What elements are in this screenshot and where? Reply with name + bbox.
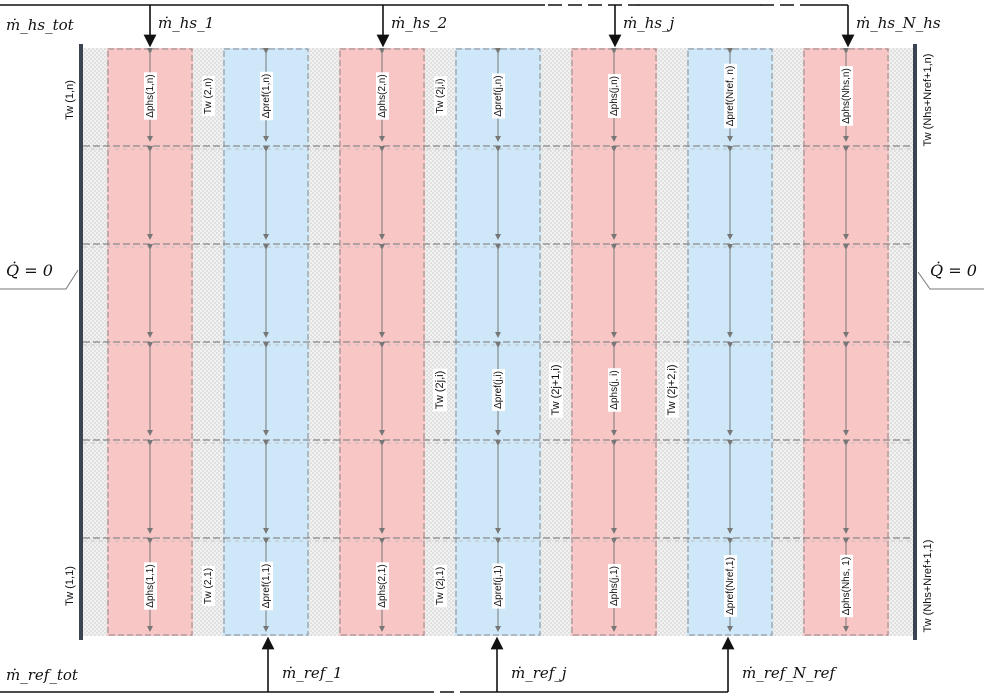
channel-label-top-text: Δpref(j,n) — [493, 75, 504, 116]
wall-label-right-top: Tw (Nhs+Nref+1,n) — [921, 51, 935, 149]
channel-label-bottom: Δphs(1,1) — [144, 562, 157, 610]
channel-label-top-text: Δphs(2,n) — [377, 74, 388, 117]
label-background — [434, 76, 447, 116]
label-background — [840, 554, 853, 618]
channel-label-top-text: Δphs(Nhs,n) — [841, 68, 852, 124]
wall-label-top-text: Tw (2j,i) — [435, 79, 446, 114]
channel-label-middle-text: Δphs(j, i) — [609, 370, 620, 409]
channel-label-top-text: Δphs(j,n) — [609, 76, 620, 116]
label-background — [840, 66, 853, 126]
mdot-ref-label: ṁ_ref_N_ref — [742, 664, 837, 682]
mdot-hs-label: ṁ_hs_1 — [158, 14, 214, 32]
label-background — [724, 63, 737, 129]
channel-label-bottom-text: Δpref(Nref,1) — [725, 557, 736, 615]
channel-label-top-text: Δphs(1,n) — [145, 74, 156, 117]
label-background — [921, 537, 935, 635]
channel-label-top-text: Δpref(Nref, n) — [725, 66, 736, 127]
channel-label-top: Δphs(j,n) — [608, 73, 621, 119]
wall-label-left-top: Tw (1,n) — [63, 78, 77, 122]
mdot-hs-label: ṁ_hs_j — [623, 14, 675, 32]
channel-label-top: Δpref(Nref, n) — [724, 63, 737, 129]
label-background — [492, 563, 505, 609]
label-background — [608, 368, 621, 412]
boundary-right-leader — [917, 271, 984, 290]
wall-label-middle: Tw (2j+2,i) — [665, 362, 679, 418]
label-background — [63, 78, 77, 122]
label-background — [202, 75, 215, 117]
wall-label-bottom-text: Tw (2j,1) — [435, 567, 446, 605]
boundary-right-label: Q̇ = 0 — [930, 261, 977, 280]
channel-label-top: Δphs(Nhs,n) — [840, 66, 853, 126]
mdot-ref-label: ṁ_ref_1 — [282, 664, 342, 682]
wall-label-left-bottom-text: Tw (1,1) — [64, 566, 76, 606]
wall-label-top: Tw (2j,i) — [434, 76, 447, 116]
label-background — [144, 72, 157, 120]
wall-label-top-text: Tw (2,n) — [203, 78, 214, 114]
wall-label-right-bottom-text: Tw (Nhs+Nref+1,1) — [922, 540, 934, 633]
channel-label-bottom-text: Δphs(1,1) — [145, 564, 156, 607]
label-background — [260, 71, 273, 121]
label-background — [608, 563, 621, 609]
channel-label-top: Δphs(1,n) — [144, 72, 157, 120]
wall-label-top: Tw (2,n) — [202, 75, 215, 117]
label-background — [492, 73, 505, 119]
channel-label-bottom: Δphs(j,1) — [608, 563, 621, 609]
channel-label-bottom: Δpref(Nref,1) — [724, 555, 737, 617]
wall-label-right-top-text: Tw (Nhs+Nref+1,n) — [922, 54, 934, 147]
wall-label-middle-text: Tw (2j,i) — [434, 371, 446, 410]
label-background — [724, 555, 737, 617]
channel-label-bottom: Δphs(Nhs, 1) — [840, 554, 853, 618]
mdot-hs-label: ṁ_hs_2 — [391, 14, 447, 32]
channel-label-bottom-text: Δpref(j,1) — [493, 565, 504, 606]
wall-label-middle-text: Tw (2j+1,i) — [550, 364, 562, 415]
mdot-ref-total-label: ṁ_ref_tot — [6, 666, 79, 684]
label-layer: Δphs(1,n) Δphs(1,1) Δpref(1,n) Δpref(1,1) Δp… — [63, 51, 935, 635]
channel-label-bottom: Δpref(1,1) — [260, 561, 273, 611]
label-background — [260, 561, 273, 611]
wall-label-left-top-text: Tw (1,n) — [64, 80, 76, 120]
flow-layer: ṁ_hs_tot ṁ_hs_1 ṁ_hs_2 ṁ_hs_j ṁ_hs_N_hs ṁ_ref… — [0, 4, 984, 693]
channel-label-middle: Δphs(j, i) — [608, 368, 621, 412]
channel-label-middle-text: Δpref(j,i) — [493, 371, 504, 409]
wall-label-bottom-text: Tw (2,1) — [203, 568, 214, 604]
wall-label-middle: Tw (2j,i) — [433, 368, 447, 412]
channel-label-bottom-text: Δphs(Nhs, 1) — [841, 557, 852, 615]
wall-label-middle: Tw (2j+1,i) — [549, 362, 563, 418]
label-background — [549, 362, 563, 418]
channel-label-top-text: Δpref(1,n) — [261, 74, 272, 118]
wall-column — [657, 48, 687, 636]
mdot-hs-total-label: ṁ_hs_tot — [6, 16, 75, 34]
channel-label-bottom: Δpref(j,1) — [492, 563, 505, 609]
channel-label-top: Δphs(2,n) — [376, 72, 389, 120]
label-background — [492, 369, 505, 411]
label-background — [144, 562, 157, 610]
boundary-left-leader — [0, 269, 79, 290]
channel-label-top: Δpref(1,n) — [260, 71, 273, 121]
label-background — [434, 564, 447, 608]
mdot-ref-label: ṁ_ref_j — [511, 664, 567, 682]
label-background — [921, 51, 935, 149]
label-background — [608, 73, 621, 119]
channel-label-bottom-text: Δpref(1,1) — [261, 564, 272, 608]
mdot-hs-label: ṁ_hs_N_hs — [856, 14, 941, 32]
label-background — [202, 565, 215, 607]
channel-label-middle: Δpref(j,i) — [492, 369, 505, 411]
label-background — [63, 564, 77, 608]
wall-label-bottom: Tw (2,1) — [202, 565, 215, 607]
label-background — [433, 368, 447, 412]
wall-label-right-bottom: Tw (Nhs+Nref+1,1) — [921, 537, 935, 635]
label-background — [665, 362, 679, 418]
wall-label-bottom: Tw (2j,1) — [434, 564, 447, 608]
wall-label-left-bottom: Tw (1,1) — [63, 564, 77, 608]
channel-label-bottom: Δphs(2,1) — [376, 562, 389, 610]
channel-label-bottom-text: Δphs(2,1) — [377, 564, 388, 607]
label-background — [376, 562, 389, 610]
wall-label-middle-text: Tw (2j+2,i) — [666, 364, 678, 415]
label-background — [376, 72, 389, 120]
channel-label-top: Δpref(j,n) — [492, 73, 505, 119]
channel-label-bottom-text: Δphs(j,1) — [609, 566, 620, 606]
boundary-left-label: Q̇ = 0 — [6, 261, 53, 280]
